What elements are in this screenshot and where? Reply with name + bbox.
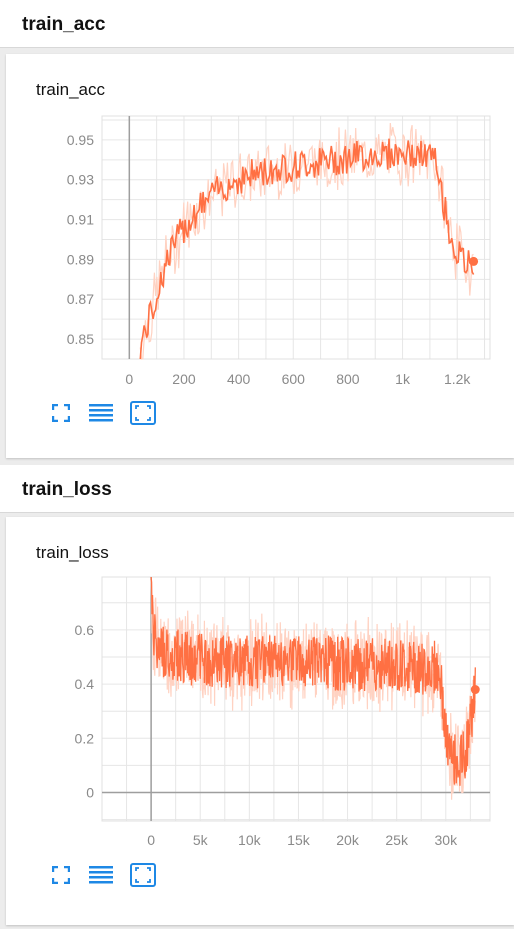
x-tick-label: 0 (147, 832, 155, 848)
series-smoothed-line (139, 138, 475, 360)
train-loss-chart: 0 0.2 0.4 0.6 0 5k 10k 15k 20k 25k 30k (75, 576, 491, 848)
fullscreen-icon[interactable] (48, 862, 74, 888)
chart-card-train-acc: train_acc 0.85 0.87 0.89 0.91 0.93 0.95 0 200 40… (6, 54, 514, 458)
fit-domain-icon[interactable] (130, 400, 156, 426)
chart-card-train-loss: train_loss 0 0.2 0.4 0.6 0 5k 10k 15k 20k 25k 30k (6, 517, 514, 925)
series-end-point (469, 256, 479, 266)
y-tick-label: 0.85 (67, 331, 94, 347)
section-title: train_loss (22, 479, 112, 500)
x-tick-label: 400 (227, 371, 251, 387)
section-header-train-loss[interactable]: train_loss (0, 465, 514, 513)
x-tick-label: 0 (125, 371, 133, 387)
series-smoothed-line (150, 576, 476, 786)
y-tick-label: 0.91 (67, 212, 94, 228)
x-tick-label: 20k (336, 832, 360, 848)
fullscreen-icon[interactable] (48, 400, 74, 426)
x-tick-label: 800 (336, 371, 360, 387)
plot-area (101, 115, 491, 360)
section-title: train_acc (22, 14, 106, 35)
x-tick-label: 15k (287, 832, 311, 848)
y-tick-label: 0.95 (67, 132, 94, 148)
series-end-point (470, 685, 480, 695)
y-tick-label: 0.4 (75, 676, 95, 692)
x-tick-label: 200 (172, 371, 196, 387)
x-tick-label: 5k (193, 832, 209, 848)
y-tick-label: 0 (86, 785, 94, 801)
y-tick-label: 0.87 (67, 291, 94, 307)
y-tick-label: 0.89 (67, 251, 94, 267)
x-tick-label: 25k (385, 832, 409, 848)
x-tick-label: 1.2k (444, 371, 471, 387)
chart-title: train_acc (36, 80, 105, 99)
list-icon[interactable] (88, 400, 114, 426)
y-tick-label: 0.2 (75, 730, 95, 746)
x-tick-label: 600 (282, 371, 306, 387)
x-tick-label: 1k (395, 371, 411, 387)
chart-toolbar (48, 862, 178, 888)
chart-toolbar (48, 400, 178, 426)
fit-domain-icon[interactable] (130, 862, 156, 888)
section-header-train-acc[interactable]: train_acc (0, 0, 514, 48)
train-acc-chart: 0.85 0.87 0.89 0.91 0.93 0.95 0 200 400 600 800 1k 1… (67, 115, 491, 387)
list-icon[interactable] (88, 862, 114, 888)
x-tick-label: 30k (435, 832, 459, 848)
plot-area (101, 576, 491, 822)
x-tick-label: 10k (238, 832, 262, 848)
y-tick-label: 0.6 (75, 622, 95, 638)
chart-title: train_loss (36, 543, 109, 562)
y-tick-label: 0.93 (67, 172, 94, 188)
